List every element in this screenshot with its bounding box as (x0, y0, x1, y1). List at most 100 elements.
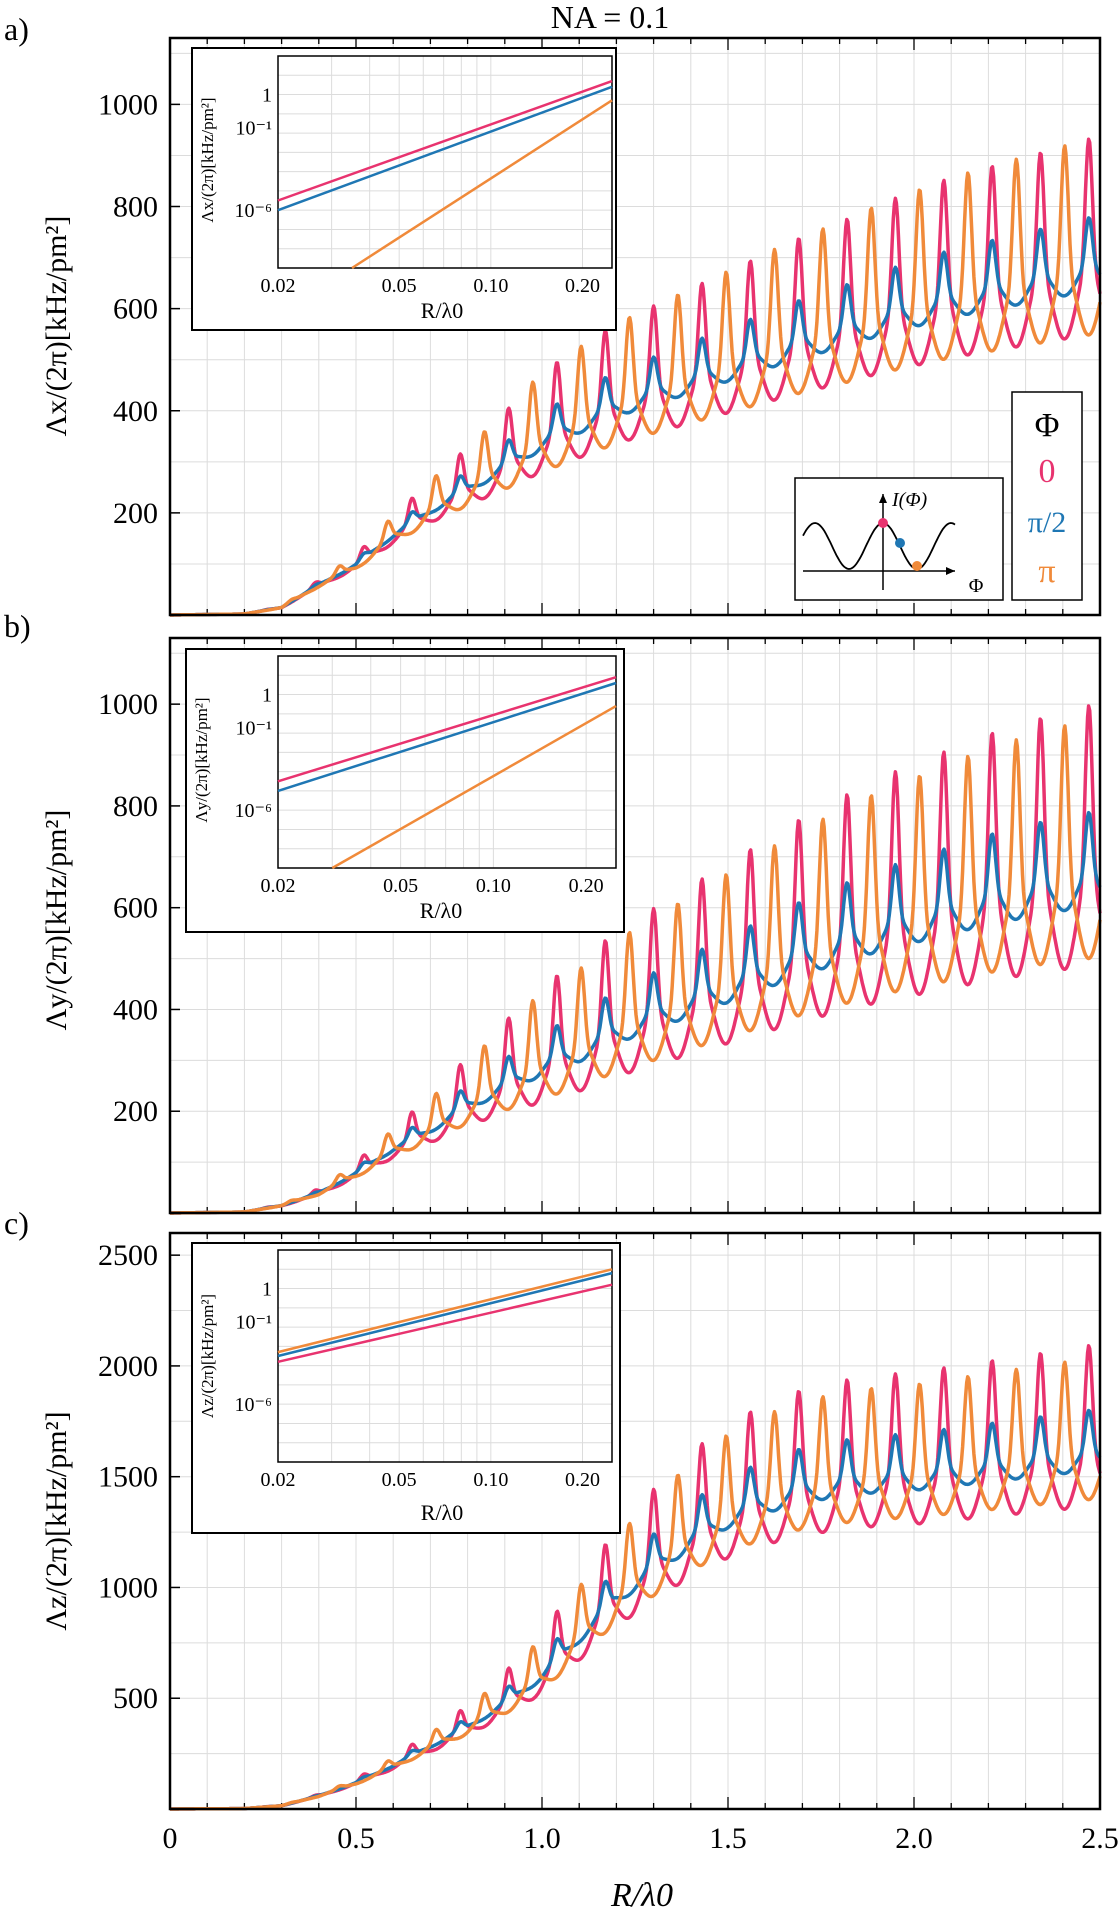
series-line-π (169, 1360, 1102, 1811)
inset-series-line-π (277, 1268, 613, 1354)
inset-x-tick-label: 0.05 (382, 1469, 417, 1491)
inset-y-tick-label: 1 (262, 85, 272, 107)
figure-title: NA = 0.1 (551, 0, 670, 35)
inset-x-tick-label: 0.10 (473, 1469, 508, 1491)
schematic-dot-0 (878, 518, 888, 528)
y-tick-label: 600 (113, 892, 158, 925)
inset-y-tick-label: 1 (262, 685, 272, 707)
series-line-π (169, 144, 1102, 617)
inset-x-tick-label: 0.05 (383, 875, 418, 897)
inset-axes (277, 655, 617, 869)
panel-c-lines (169, 1344, 1102, 1811)
inset-x-tick-label: 0.05 (382, 275, 417, 297)
panel-b-ylabel: Λy/(2π)[kHz/pm²] (40, 810, 73, 1031)
inset-x-tick-label: 0.20 (565, 1469, 600, 1491)
inset-series-line-0 (277, 1283, 613, 1364)
panel-a-inset-xlabel: R/λ0 (421, 298, 463, 323)
x-tick-label: 2.0 (895, 1822, 933, 1855)
y-tick-label: 400 (113, 993, 158, 1026)
legend-entry-pi2: π/2 (1028, 506, 1066, 539)
panel-b-inset: 0.02 0.05 0.10 0.20 1 10⁻¹ 10⁻⁶ Λy/(2π)[kHz/pm… (185, 648, 625, 933)
panel-b-inset-plot: 0.02 0.05 0.10 0.20 1 10⁻¹ 10⁻⁶ (234, 655, 617, 897)
panel-c-frame (168, 1231, 1102, 1811)
y-tick-label: 800 (113, 191, 158, 224)
panel-c-ylabel: Λz/(2π)[kHz/pm²] (40, 1411, 73, 1630)
panel-a-ylabel: Λx/(2π)[kHz/pm²] (40, 216, 73, 437)
inset-x-tick-label: 0.02 (261, 875, 296, 897)
inset-series-line-π (351, 99, 613, 270)
legend-entry-pi: π (1038, 553, 1055, 590)
panel-b-label: b) (4, 608, 31, 644)
y-tick-label: 2000 (98, 1350, 158, 1383)
panel-a-label: a) (4, 11, 29, 47)
y-tick-label: 500 (113, 1682, 158, 1715)
schematic-y-arrow (879, 494, 887, 503)
inset-y-tick-label: 1 (262, 1279, 272, 1301)
panel-a-inset-plot: 0.02 0.05 0.10 0.20 1 10⁻¹ 10⁻⁶ (234, 55, 613, 297)
y-tick-label: 800 (113, 790, 158, 823)
panel-c-inset: 0.02 0.05 0.10 0.20 1 10⁻¹ 10⁻⁶ Λz/(2π)[kHz/pm… (191, 1242, 621, 1534)
panel-b-lines (169, 704, 1102, 1215)
schematic-ylabel: I(Φ) (891, 489, 928, 511)
schematic-dot-pi2 (895, 538, 905, 548)
schematic-xlabel: Φ (969, 575, 984, 597)
panel-c-inset-frame (191, 1242, 621, 1534)
legend-title: Φ (1035, 407, 1060, 444)
schematic-x-arrow (946, 567, 955, 575)
panel-a-inset: 0.02 0.05 0.10 0.20 1 10⁻¹ 10⁻⁶ Λx/(2π)[kHz/pm… (191, 47, 617, 331)
inset-x-tick-label: 0.02 (261, 1469, 296, 1491)
inset-series-line-π (331, 705, 617, 870)
inset-x-tick-label: 0.02 (261, 275, 296, 297)
inset-y-tick-label: 10⁻⁶ (234, 1394, 272, 1416)
inset-y-tick-label: 10⁻¹ (235, 117, 272, 139)
inset-y-tick-label: 10⁻⁶ (234, 200, 272, 222)
inset-series-line-0 (277, 79, 613, 202)
y-tick-label: 1000 (98, 88, 158, 121)
y-tick-label: 400 (113, 395, 158, 428)
y-tick-label: 200 (113, 497, 158, 530)
inset-x-tick-label: 0.20 (569, 875, 604, 897)
inset-series-line-π/2 (277, 1271, 613, 1358)
panel-b-inset-ylabel: Λy/(2π)[kHz/pm²] (192, 697, 211, 822)
y-tick-label: 200 (113, 1095, 158, 1128)
y-tick-label: 1000 (98, 688, 158, 721)
x-tick-label: 2.5 (1081, 1822, 1119, 1855)
x-tick-label: 0 (163, 1822, 178, 1855)
series-line-π (169, 724, 1102, 1215)
legend-frame (1011, 391, 1083, 601)
panel-b-frame (168, 636, 1102, 1215)
x-tick-label: 1.5 (709, 1822, 747, 1855)
inset-series-line-0 (277, 676, 617, 783)
y-tick-label: 1000 (98, 1571, 158, 1604)
inset-series-line-π/2 (277, 85, 613, 212)
panel-a-ticks: 200 400 600 800 1000 (98, 38, 1101, 615)
panel-c-inset-ylabel: Λz/(2π)[kHz/pm²] (198, 1294, 217, 1418)
legend-schematic: I(Φ) Φ (794, 477, 1004, 601)
legend: Φ 0 π/2 π I(Φ) Φ (794, 391, 1083, 601)
panel-c-ticks: 500 1000 1500 2000 2500 (98, 1233, 1101, 1809)
panel-c-label: c) (4, 1205, 29, 1241)
inset-series-line-π/2 (277, 681, 617, 793)
inset-x-tick-label: 0.10 (473, 275, 508, 297)
inset-x-tick-label: 0.10 (476, 875, 511, 897)
panel-c-inset-xlabel: R/λ0 (421, 1500, 463, 1525)
panel-b-inset-xlabel: R/λ0 (420, 898, 462, 923)
x-tick-labels: 0 0.5 1.0 1.5 2.0 2.5 (163, 1822, 1119, 1855)
inset-y-tick-label: 10⁻¹ (235, 1311, 272, 1333)
schematic-dot-pi (912, 561, 922, 571)
panel-c-inset-plot: 0.02 0.05 0.10 0.20 1 10⁻¹ 10⁻⁶ (234, 1249, 613, 1491)
panel-a: a) 200 400 600 800 1000 Λx/(2π)[kHz/pm²] 0.0… (4, 11, 1102, 617)
y-tick-label: 2500 (98, 1239, 158, 1272)
panel-b: b) 200 400 600 800 1000 Λy/(2π)[kHz/pm²] 0.0… (4, 608, 1102, 1215)
panel-a-inset-ylabel: Λx/(2π)[kHz/pm²] (198, 97, 217, 222)
inset-y-tick-label: 10⁻⁶ (234, 800, 272, 822)
x-tick-label: 1.0 (523, 1822, 561, 1855)
legend-entry-0: 0 (1039, 453, 1056, 490)
panel-a-lines (169, 137, 1102, 617)
x-tick-label: 0.5 (337, 1822, 375, 1855)
x-axis-label: R/λ0 (610, 1877, 673, 1914)
inset-axes (277, 55, 613, 269)
panel-a-frame (168, 36, 1102, 617)
